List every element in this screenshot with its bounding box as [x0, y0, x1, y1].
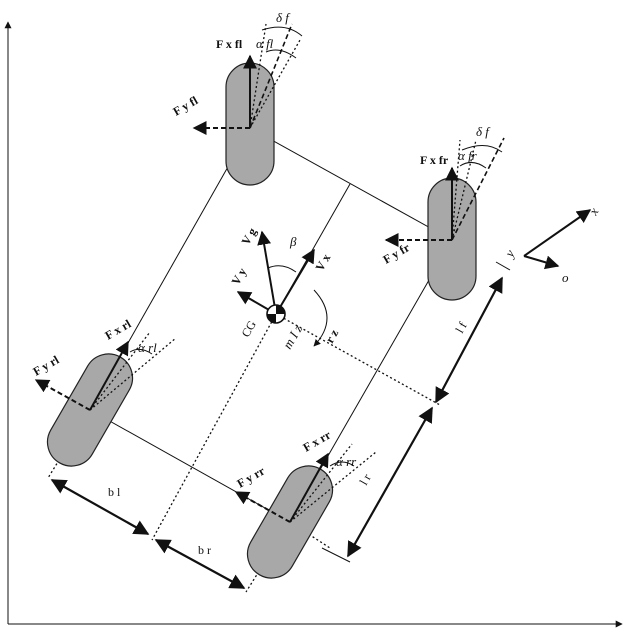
cg-symbol — [266, 304, 286, 324]
arrow-v-g — [257, 230, 277, 315]
label-v-y: V y — [228, 265, 249, 287]
force-arrows — [34, 54, 459, 523]
arrow-fx-rl — [89, 340, 129, 411]
label-fx-rl: F x rl — [103, 316, 134, 342]
label-b-r: b r — [198, 543, 211, 557]
label-l-f: l f — [452, 320, 469, 336]
yaw-rate-arc — [313, 289, 328, 347]
label-delta-fr: δ f — [476, 124, 491, 139]
label-frame-x: x — [585, 205, 601, 219]
label-delta-fl: δ f — [276, 10, 291, 25]
label-l-r: l r — [356, 472, 373, 488]
chassis-frame — [89, 127, 453, 523]
dim-b-l — [50, 479, 150, 535]
label-v-x: V x — [312, 251, 333, 273]
arrow-v-x — [275, 248, 315, 315]
label-cg: CG — [238, 318, 259, 340]
arrow-fy-rl — [34, 379, 91, 411]
label-beta: β — [289, 234, 297, 249]
label-fy-rr: F y rr — [235, 463, 268, 490]
beta-arc — [267, 265, 297, 273]
label-alpha-rr: α rr — [336, 454, 357, 469]
dim-b-r — [154, 539, 246, 589]
local-y-axis — [523, 255, 560, 270]
label-alpha-fr: α fr — [458, 148, 478, 163]
label-frame-o: o — [562, 270, 569, 285]
dimension-lines — [50, 261, 511, 589]
tire-heading-lines — [89, 23, 505, 523]
local-x-axis — [523, 209, 592, 257]
arrow-fx-rr — [289, 452, 329, 523]
label-fx-fr: F x fr — [420, 153, 449, 167]
local-frame — [523, 209, 592, 270]
label-m-iz: m I z — [280, 322, 306, 351]
label-alpha-rl: α rl — [138, 340, 157, 355]
label-frame-y: y — [501, 247, 518, 261]
label-fy-fr: F y fr — [381, 240, 413, 267]
label-fx-fl: F x fl — [216, 37, 243, 51]
label-fy-rl: F y rl — [31, 352, 62, 378]
label-fx-rr: F x rr — [301, 427, 334, 454]
label-v-g: V g — [238, 225, 259, 247]
angle-arcs — [129, 26, 503, 467]
arrow-fy-rr — [234, 491, 291, 523]
dim-l-r — [347, 406, 433, 558]
global-axes — [4, 21, 623, 628]
dim-l-f — [435, 276, 503, 404]
label-alpha-fl: α fl — [256, 36, 274, 51]
label-fy-fl: F y fl — [171, 93, 201, 119]
label-b-l: b l — [108, 485, 121, 499]
